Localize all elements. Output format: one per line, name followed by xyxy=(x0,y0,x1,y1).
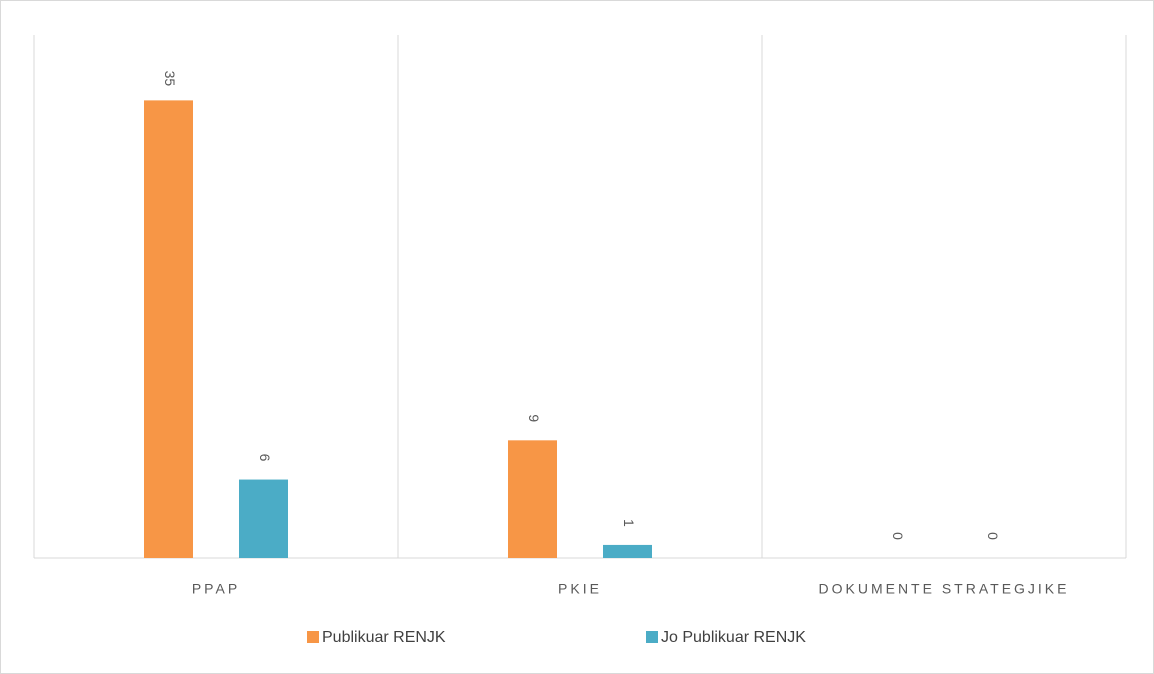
bar xyxy=(239,479,288,558)
bar xyxy=(144,100,193,558)
x-tick-label: PKIE xyxy=(558,581,602,597)
bar xyxy=(508,440,557,558)
data-label: 0 xyxy=(890,532,906,540)
legend-swatch xyxy=(646,631,658,643)
data-label: 0 xyxy=(985,532,1001,540)
data-label: 1 xyxy=(621,519,637,527)
x-tick-label: DOKUMENTE STRATEGJIKE xyxy=(819,581,1070,597)
legend-label: Publikuar RENJK xyxy=(322,629,446,646)
legend-label: Jo Publikuar RENJK xyxy=(661,629,806,646)
x-tick-label: PPAP xyxy=(192,581,240,597)
data-label: 35 xyxy=(162,71,178,87)
legend-swatch xyxy=(307,631,319,643)
bar xyxy=(603,544,652,558)
data-label: 9 xyxy=(526,414,542,422)
data-label: 6 xyxy=(257,454,273,462)
